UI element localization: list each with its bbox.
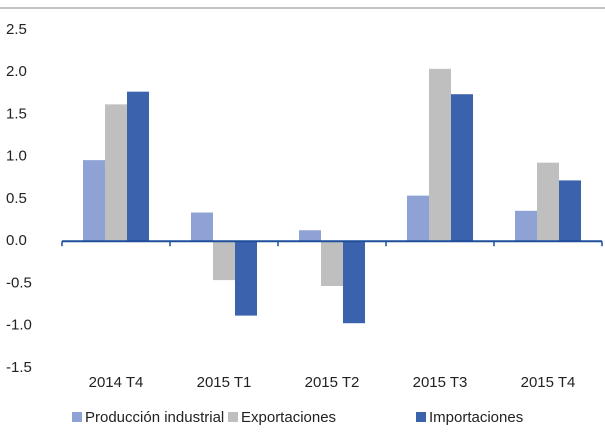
- legend-swatch: [72, 412, 82, 422]
- bar: [235, 241, 257, 316]
- bar: [407, 195, 429, 242]
- legend-label: Importaciones: [429, 409, 523, 426]
- y-tick-label: -1.0: [6, 317, 32, 334]
- x-tick-label: 2014 T4: [89, 374, 144, 391]
- x-tick-label: 2015 T1: [197, 374, 252, 391]
- legend-label: Exportaciones: [241, 409, 336, 426]
- y-tick-label: 2.5: [6, 21, 27, 38]
- y-tick-label: 0.0: [6, 232, 27, 249]
- bar: [127, 91, 149, 242]
- x-tick-label: 2015 T2: [305, 374, 360, 391]
- bar: [559, 180, 581, 242]
- bar: [451, 94, 473, 242]
- y-tick-label: -1.5: [6, 359, 32, 376]
- bar: [429, 68, 451, 242]
- legend-swatch: [228, 412, 238, 422]
- bar: [105, 104, 127, 242]
- bar: [299, 230, 321, 242]
- y-tick-label: 1.5: [6, 105, 27, 122]
- bar: [343, 241, 365, 324]
- y-tick-label: 2.0: [6, 63, 27, 80]
- x-tick-label: 2015 T4: [521, 374, 576, 391]
- bar: [83, 160, 105, 242]
- y-tick-label: 1.0: [6, 148, 27, 165]
- legend-swatch: [416, 412, 426, 422]
- bar: [191, 212, 213, 242]
- bar: [213, 241, 235, 281]
- y-tick-label: 0.5: [6, 190, 27, 207]
- y-tick-label: -0.5: [6, 274, 32, 291]
- x-tick-label: 2015 T3: [413, 374, 468, 391]
- bar: [537, 162, 559, 242]
- legend-label: Producción industrial: [85, 409, 224, 426]
- bar: [515, 210, 537, 242]
- bar: [321, 241, 343, 287]
